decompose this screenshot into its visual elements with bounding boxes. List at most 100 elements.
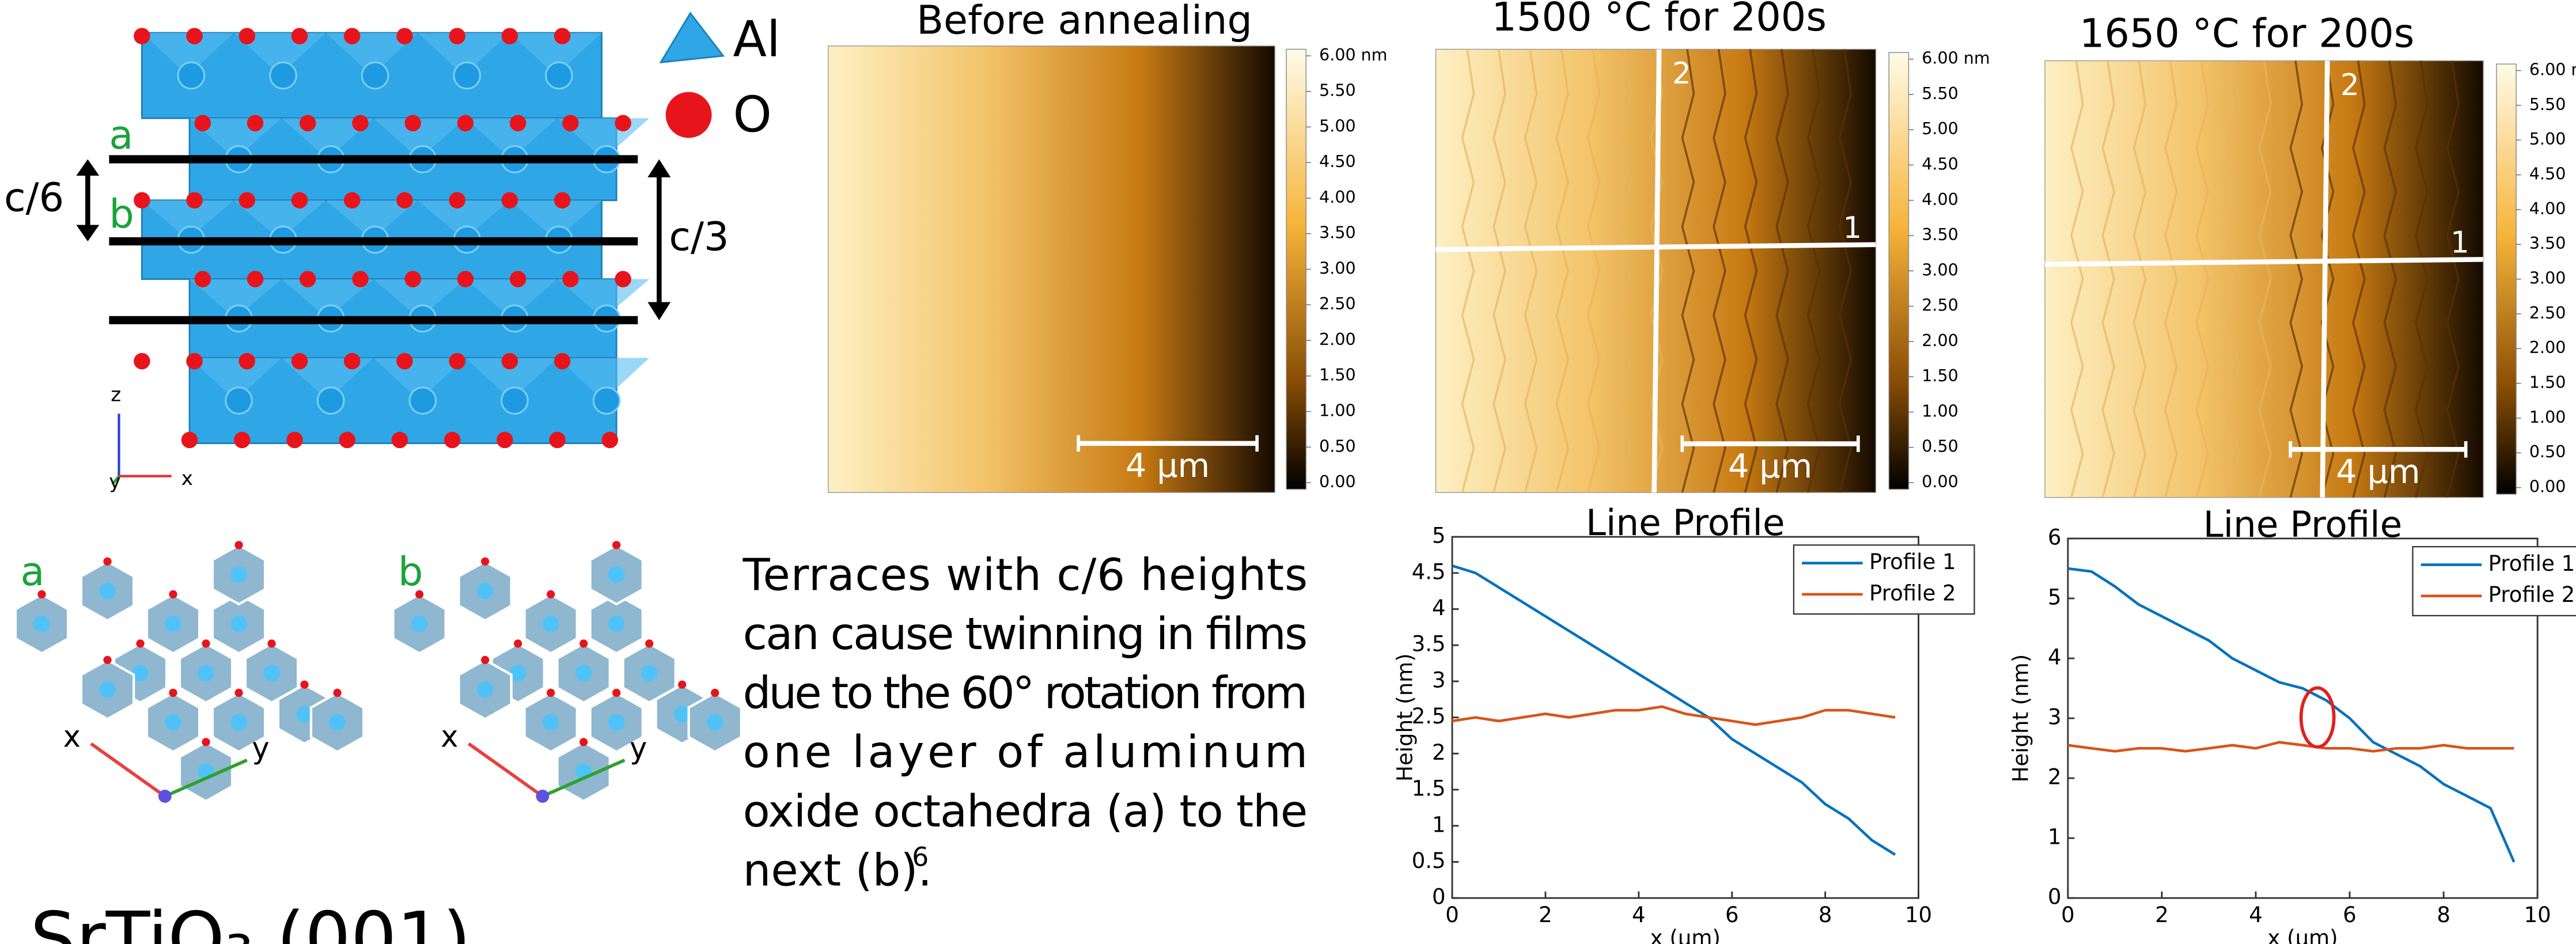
terrace-edge [1713, 49, 1726, 493]
series-line [1452, 564, 1896, 856]
o-atom [547, 688, 555, 697]
o-atom [186, 28, 203, 44]
al-atom [476, 681, 494, 698]
o-atom [415, 590, 424, 598]
al-atom [263, 665, 280, 681]
label: x (µm) [1650, 926, 1721, 944]
label: Line Profile [2203, 503, 2403, 545]
o-atom [481, 655, 490, 665]
o-atom [457, 271, 474, 287]
label: y [630, 731, 647, 766]
o-atom [247, 115, 264, 132]
o-atom [612, 688, 621, 697]
label: 4.00 [2529, 199, 2566, 218]
label: 3.00 [1922, 260, 1958, 279]
label: x [441, 720, 458, 755]
label: 5.00 [1922, 119, 1958, 138]
terrace-edge [1838, 49, 1853, 493]
al-atom [165, 615, 181, 632]
axis [111, 475, 120, 486]
label: 3.50 [2529, 234, 2566, 253]
al-atom [132, 665, 149, 681]
label: Profile 1 [2488, 551, 2575, 576]
label: c/6 [4, 175, 64, 221]
terrace-edge [1587, 49, 1601, 493]
o-atom [169, 688, 177, 697]
o-atom [194, 271, 211, 287]
o-atom [169, 590, 177, 598]
label: next (b). [743, 845, 932, 896]
o-atom [234, 431, 251, 449]
label: 6 [1725, 903, 1739, 927]
o-atom [291, 352, 308, 370]
terrace-edge [2070, 60, 2084, 498]
al-atom [608, 566, 625, 583]
label: 4.00 [1319, 188, 1355, 207]
label: 3.00 [2529, 269, 2566, 288]
label: 0 [1432, 885, 1446, 909]
octahedron [234, 200, 326, 240]
al-atom [411, 615, 428, 632]
label: Line Profile [1586, 502, 1785, 544]
label: O [733, 87, 772, 144]
octahedron [557, 358, 650, 401]
label: 0.50 [1922, 437, 1958, 456]
arrowhead [647, 302, 671, 320]
octahedron [418, 200, 510, 240]
label: 4 µm [2336, 453, 2420, 491]
label: 1.00 [2529, 408, 2566, 427]
label: Al [733, 12, 781, 69]
al-atom [99, 681, 116, 698]
terrace-edge [2415, 60, 2429, 498]
label: oxide octahedra (a) to the [743, 786, 1308, 837]
al-atom [198, 665, 214, 681]
o-atom [549, 431, 566, 449]
o-atom [238, 192, 256, 209]
terrace-edge [1806, 49, 1821, 493]
octahedron [557, 279, 650, 319]
al-atom [329, 714, 346, 731]
label: 0.50 [1319, 437, 1355, 456]
al-atom [316, 386, 345, 415]
label: 4 µm [1126, 447, 1210, 485]
al-atom [509, 665, 526, 681]
label: 3.00 [1319, 259, 1355, 278]
o-atom [202, 639, 210, 648]
al-atom [296, 706, 313, 723]
label: Terraces with c/6 heights [743, 549, 1308, 601]
label: 2.50 [1319, 294, 1355, 313]
octahedron [418, 33, 510, 76]
label: 2.00 [2529, 338, 2566, 357]
colorbar [1286, 48, 1307, 490]
label: 2.5 [1412, 704, 1446, 729]
al-atom [592, 386, 621, 415]
o-atom [291, 192, 308, 209]
label: 1500 °C for 200s [1491, 0, 1827, 40]
al-atom [230, 615, 247, 632]
terrace-edge [1555, 49, 1569, 493]
axis [467, 742, 544, 798]
al-atom [501, 386, 529, 415]
o-atom [509, 271, 526, 287]
arrowhead [76, 225, 100, 242]
octahedron [373, 279, 465, 319]
al-atom [673, 706, 691, 723]
terrace-edge [2164, 60, 2178, 498]
o-atom [286, 431, 303, 449]
o-atom [202, 738, 210, 746]
label: 2.50 [1922, 296, 1958, 315]
octahedron [373, 358, 465, 401]
label: 1650 °C for 200s [2079, 11, 2415, 56]
o-atom [562, 115, 579, 132]
label: 2 [2155, 903, 2169, 927]
label: Profile 2 [1869, 581, 1956, 605]
label: 1 [2450, 226, 2469, 260]
label: 10 [2524, 903, 2551, 927]
terrace-edge [2258, 60, 2272, 498]
label: b [398, 549, 423, 595]
label: 6.00 nm [2529, 60, 2576, 79]
label: 6 [912, 841, 929, 872]
label: 1.50 [1922, 366, 1958, 385]
o-atom [186, 192, 203, 209]
o-atom [396, 192, 413, 209]
